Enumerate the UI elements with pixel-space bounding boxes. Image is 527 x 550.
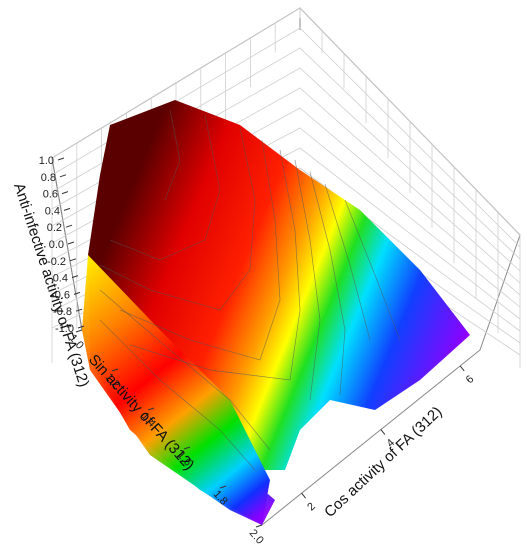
contour-line [99,127,256,311]
z-tick-label: -1.0 [55,323,74,335]
contour-line [99,289,271,451]
z-tick-mark [75,308,83,312]
x-tick-mark [301,492,307,499]
z-tick-mark [57,157,65,161]
contour-line [344,199,401,341]
contour-line [119,139,281,361]
x-tick-label: 6 [464,373,477,386]
y-tick-mark [75,329,83,333]
contour-line [324,183,371,341]
z-tick-mark [63,207,71,211]
z-tick-label: 0.6 [43,189,58,201]
z-tick-label: -0.8 [53,306,72,318]
contour-lines [99,109,401,471]
z-tick-mark [71,275,79,279]
y-tick-label: 2.0 [247,527,266,546]
x-tick-mark [459,365,465,372]
contour-line [164,109,181,201]
z-tick-label: 0.2 [47,222,62,234]
y-tick-mark [183,446,191,450]
z-tick-mark [77,325,85,329]
x-tick-label: 2 [305,501,318,514]
z-tick-mark [65,224,73,228]
y-axis-ticks: 1.01.21.41.61.82.0 [67,329,266,547]
y-tick-mark [219,485,227,489]
z-tick-mark [69,258,77,262]
y-tick-mark [147,407,155,411]
grid-line [51,7,521,236]
y-tick-mark [111,368,119,372]
z-tick-mark [61,191,69,195]
x-tick-mark [380,429,386,435]
contour-line [109,114,221,261]
z-tick-mark [59,174,67,178]
contour-line [129,149,301,381]
z-tick-label: 1.0 [39,155,54,167]
z-tick-label: -0.6 [51,289,70,301]
z-tick-label: 0.4 [45,205,60,217]
contour-line [294,159,321,401]
z-tick-label: 0.0 [49,239,64,251]
z-axis-ticks: 1.0 0.8 0.6 0.4 0.2 0.0 -0.2 -0.4 -0.6 -0.8 -1.0 [39,155,85,335]
y-tick-mark [255,524,263,528]
surface-lower-left [88,255,270,525]
z-tick-label: -0.2 [47,256,66,268]
z-tick-label: -0.4 [49,273,68,285]
contour-line [309,171,346,396]
surface [82,100,470,525]
z-tick-label: 0.8 [41,172,56,184]
z-tick-mark [67,241,75,245]
z-tick-mark [73,291,81,295]
contour-line [99,319,256,471]
